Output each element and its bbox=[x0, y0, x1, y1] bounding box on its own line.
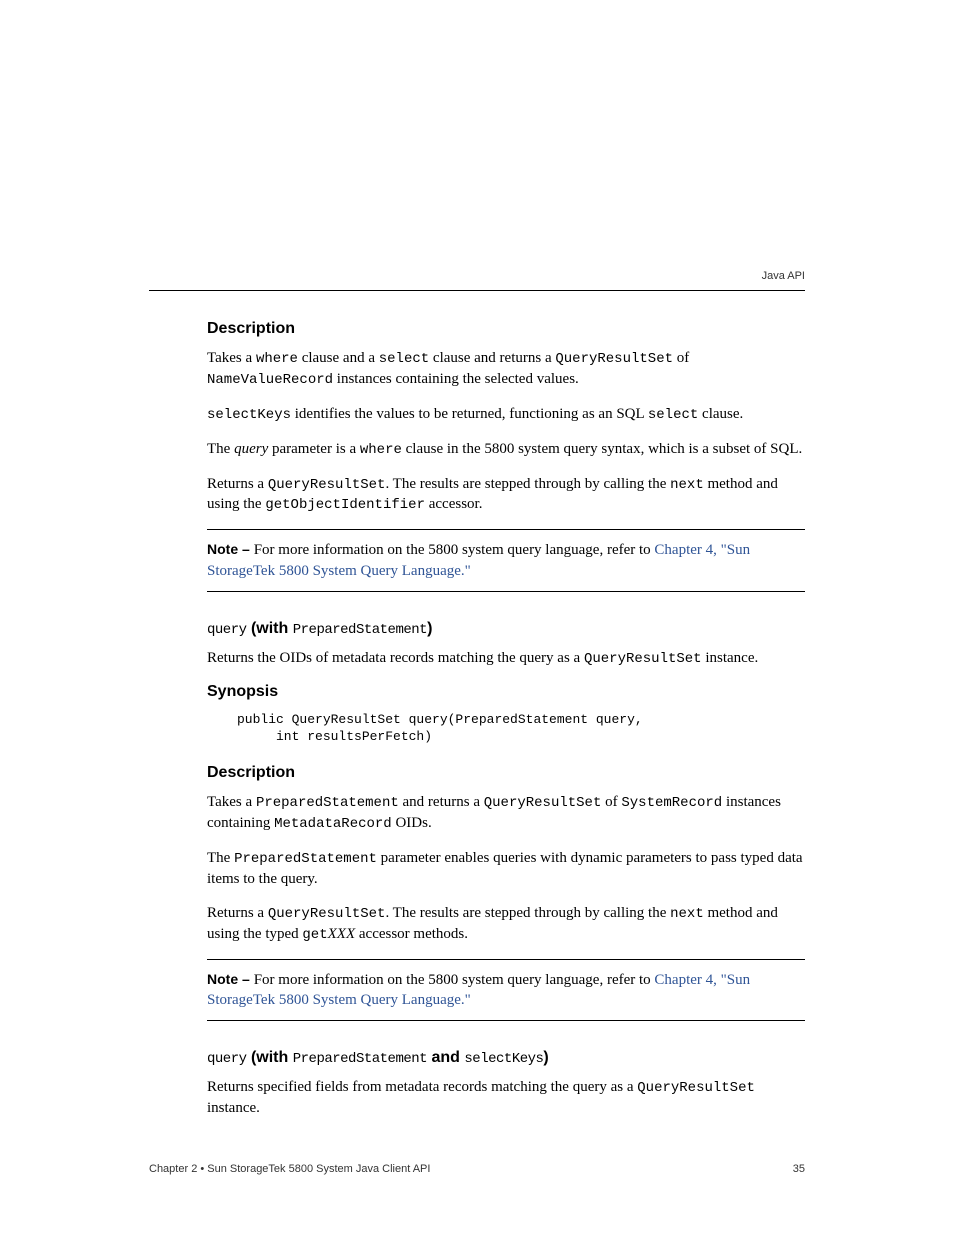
bold: (with bbox=[247, 620, 293, 637]
code: PreparedStatement bbox=[256, 795, 399, 811]
note-label: Note – bbox=[207, 541, 254, 557]
code: getObjectIdentifier bbox=[265, 497, 425, 513]
desc1-p3: The query parameter is a where clause in… bbox=[207, 439, 805, 460]
text: Returns a bbox=[207, 905, 268, 921]
footer-left: Chapter 2 • Sun StorageTek 5800 System J… bbox=[149, 1163, 430, 1175]
bold: ) bbox=[427, 620, 432, 637]
text: clause. bbox=[698, 406, 743, 422]
text: Returns the OIDs of metadata records mat… bbox=[207, 650, 584, 666]
text: accessor. bbox=[425, 496, 482, 512]
code: query bbox=[207, 1051, 247, 1067]
text: For more information on the 5800 system … bbox=[254, 542, 655, 558]
code: select bbox=[648, 407, 698, 423]
text: . The results are stepped through by cal… bbox=[385, 905, 670, 921]
italic: XXX bbox=[328, 926, 356, 942]
synopsis-code: public QueryResultSet query(PreparedStat… bbox=[237, 711, 805, 746]
page-content: Description Takes a where clause and a s… bbox=[207, 320, 805, 1118]
code: get bbox=[302, 927, 327, 943]
italic: query bbox=[234, 441, 268, 457]
text: of bbox=[601, 794, 621, 810]
code: query bbox=[207, 622, 247, 638]
text: parameter is a bbox=[268, 441, 360, 457]
code: select bbox=[379, 351, 429, 367]
method-heading-2: query (with PreparedStatement and select… bbox=[207, 1049, 805, 1067]
code: next bbox=[670, 477, 704, 493]
desc1-p4: Returns a QueryResultSet. The results ar… bbox=[207, 474, 805, 516]
text: OIDs. bbox=[392, 815, 432, 831]
text: instance. bbox=[702, 650, 759, 666]
code: QueryResultSet bbox=[484, 795, 602, 811]
text: and returns a bbox=[399, 794, 484, 810]
text: The bbox=[207, 441, 234, 457]
desc2-p2: The PreparedStatement parameter enables … bbox=[207, 848, 805, 889]
code: where bbox=[256, 351, 298, 367]
note-block-1: Note – For more information on the 5800 … bbox=[207, 529, 805, 592]
desc1-p1: Takes a where clause and a select clause… bbox=[207, 348, 805, 390]
method1-desc: Returns the OIDs of metadata records mat… bbox=[207, 648, 805, 669]
text: clause and a bbox=[298, 350, 379, 366]
synopsis-heading: Synopsis bbox=[207, 683, 805, 701]
code: QueryResultSet bbox=[268, 477, 386, 493]
desc2-p3: Returns a QueryResultSet. The results ar… bbox=[207, 903, 805, 945]
text: For more information on the 5800 system … bbox=[254, 972, 655, 988]
desc2-p1: Takes a PreparedStatement and returns a … bbox=[207, 792, 805, 834]
code: NameValueRecord bbox=[207, 372, 333, 388]
code: PreparedStatement bbox=[293, 1051, 427, 1067]
bold: and bbox=[427, 1049, 464, 1066]
text: The bbox=[207, 850, 234, 866]
method-heading-1: query (with PreparedStatement) bbox=[207, 620, 805, 638]
text: Takes a bbox=[207, 794, 256, 810]
code: SystemRecord bbox=[621, 795, 722, 811]
text: Returns a bbox=[207, 476, 268, 492]
note-block-2: Note – For more information on the 5800 … bbox=[207, 959, 805, 1022]
code: MetadataRecord bbox=[274, 816, 392, 832]
text: identifies the values to be returned, fu… bbox=[291, 406, 648, 422]
text: instance. bbox=[207, 1100, 260, 1116]
code: QueryResultSet bbox=[584, 651, 702, 667]
method2-desc: Returns specified fields from metadata r… bbox=[207, 1077, 805, 1118]
code: where bbox=[360, 442, 402, 458]
text: clause and returns a bbox=[429, 350, 555, 366]
text: of bbox=[673, 350, 689, 366]
code: next bbox=[670, 906, 704, 922]
header-rule bbox=[149, 290, 805, 291]
code: QueryResultSet bbox=[555, 351, 673, 367]
text: . The results are stepped through by cal… bbox=[385, 476, 670, 492]
code: PreparedStatement bbox=[234, 851, 377, 867]
code: selectKeys bbox=[464, 1051, 543, 1067]
bold: (with bbox=[247, 1049, 293, 1066]
text: clause in the 5800 system query syntax, … bbox=[402, 441, 802, 457]
text: Returns specified fields from metadata r… bbox=[207, 1079, 637, 1095]
text: accessor methods. bbox=[355, 926, 468, 942]
footer-page-number: 35 bbox=[793, 1163, 805, 1175]
description-heading-2: Description bbox=[207, 764, 805, 782]
code: PreparedStatement bbox=[293, 622, 427, 638]
header-section-label: Java API bbox=[762, 270, 805, 282]
text: Takes a bbox=[207, 350, 256, 366]
note-label: Note – bbox=[207, 971, 254, 987]
description-heading-1: Description bbox=[207, 320, 805, 338]
page-footer: Chapter 2 • Sun StorageTek 5800 System J… bbox=[149, 1163, 805, 1175]
note-text: Note – For more information on the 5800 … bbox=[207, 970, 805, 1011]
code: selectKeys bbox=[207, 407, 291, 423]
code: QueryResultSet bbox=[637, 1080, 755, 1096]
code: QueryResultSet bbox=[268, 906, 386, 922]
note-text: Note – For more information on the 5800 … bbox=[207, 540, 805, 581]
bold: ) bbox=[543, 1049, 548, 1066]
text: instances containing the selected values… bbox=[333, 371, 579, 387]
desc1-p2: selectKeys identifies the values to be r… bbox=[207, 404, 805, 425]
